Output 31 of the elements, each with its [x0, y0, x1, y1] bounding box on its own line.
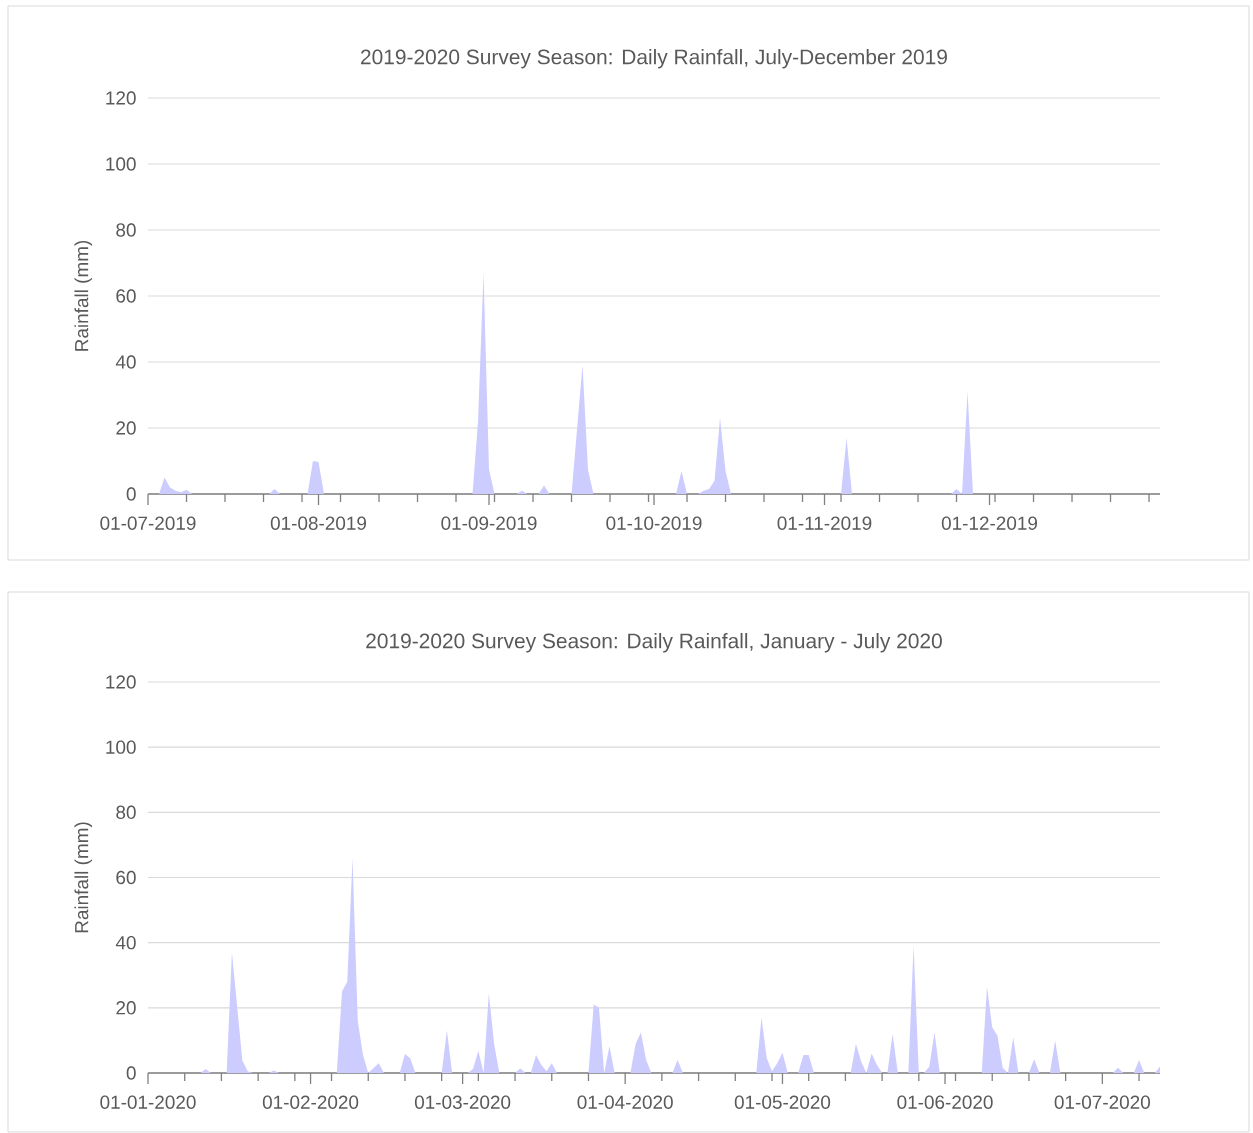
- y-tick-label: 100: [106, 740, 136, 754]
- x-tick-label: 01-12-2019: [941, 516, 1038, 530]
- x-tick-label: 01-04-2020: [577, 1095, 673, 1109]
- y-axis-title: Rainfall (mm): [74, 822, 93, 933]
- x-tick-label: 01-01-2020: [100, 1095, 196, 1109]
- y-tick-label: 60: [116, 289, 136, 303]
- x-tick-label: 01-07-2020: [1054, 1095, 1150, 1109]
- x-tick-label: 01-03-2020: [414, 1095, 511, 1109]
- y-tick-label: 0: [126, 1066, 136, 1080]
- x-tick-label: 01-05-2020: [734, 1095, 831, 1109]
- x-tick-label: 01-08-2019: [270, 516, 366, 530]
- x-tick-label: 01-06-2020: [897, 1095, 993, 1109]
- y-tick-label: 100: [106, 157, 136, 171]
- y-tick-label: 20: [116, 1001, 136, 1015]
- chart-title: 2019-2020 Survey Season: Daily Rainfall, January - July 2020: [366, 632, 942, 653]
- x-tick-label: 01-09-2019: [441, 516, 537, 530]
- y-tick-label: 60: [116, 870, 136, 885]
- y-tick-label: 40: [115, 935, 136, 950]
- x-tick-label: 01-07-2019: [100, 516, 196, 530]
- y-tick-label: 80: [116, 223, 136, 237]
- y-tick-label: 120: [106, 675, 136, 689]
- y-tick-label: 40: [115, 355, 136, 369]
- y-tick-label: 120: [106, 91, 136, 105]
- y-tick-label: 80: [116, 805, 136, 820]
- x-tick-label: 01-10-2019: [606, 516, 702, 530]
- chart-title: 2019-2020 Survey Season: Daily Rainfall, July-December 2019: [361, 48, 947, 69]
- x-tick-label: 01-02-2020: [262, 1095, 359, 1109]
- y-tick-label: 20: [116, 421, 136, 435]
- y-axis-title: Rainfall (mm): [74, 240, 93, 351]
- y-tick-label: 0: [126, 487, 136, 501]
- x-tick-label: 01-11-2019: [777, 516, 872, 530]
